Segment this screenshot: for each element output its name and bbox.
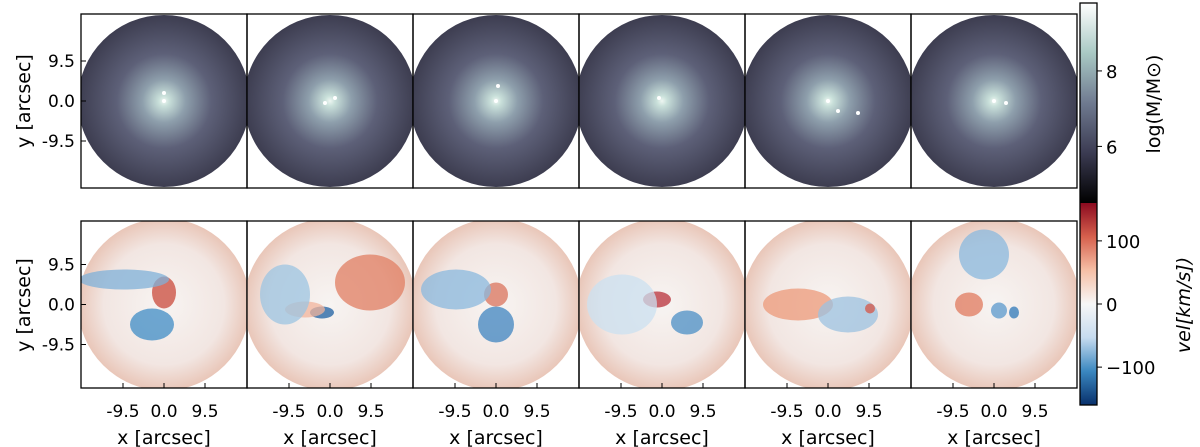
colorbar-mass	[1080, 3, 1097, 203]
bright-core	[1004, 101, 1008, 105]
velocity-feature	[818, 296, 878, 333]
panel-velocity-2: -9.5 0.0 9.5 x [arcsec]	[246, 220, 414, 447]
colorbar-label-mass: log(M/M⊙)	[1143, 55, 1165, 154]
panel-velocity-1: -9.5 0.0 9.5 x [arcsec] 9.5 0.0 -9.5	[42, 220, 248, 447]
y-tick-label: -9.5	[42, 132, 75, 152]
velocity-feature	[260, 264, 310, 325]
colorbar-mass-tick-label: 8	[1106, 62, 1117, 83]
bright-core	[494, 99, 498, 103]
y-tick-label: 9.5	[48, 52, 75, 72]
x-tick-label: -9.5	[438, 402, 471, 422]
velocity-feature	[865, 303, 875, 314]
panel-mass-2	[246, 13, 414, 189]
y-tick-label: -9.5	[42, 336, 75, 356]
bright-core	[162, 99, 166, 103]
panel-mass-6	[910, 13, 1078, 189]
colorbar-label-velocity: vel[km/s])	[1173, 257, 1195, 353]
bright-core	[333, 96, 337, 100]
panel-velocity-3: -9.5 0.0 9.5 x [arcsec]	[412, 220, 580, 447]
x-tick-label: 9.5	[191, 402, 218, 422]
bright-core	[657, 96, 661, 100]
ylabel-top: y [arcsec]	[13, 54, 35, 148]
x-tick-label: 9.5	[855, 402, 882, 422]
velocity-feature	[959, 229, 1009, 280]
colorbar-mass-tick-label: 6	[1106, 137, 1117, 158]
x-tick-label: 9.5	[523, 402, 550, 422]
colorbar-velocity-tick-label: 100	[1106, 232, 1140, 253]
panel-mass-3	[412, 13, 580, 189]
mass-map	[579, 15, 745, 187]
bright-core	[836, 109, 840, 113]
x-tick-label: 0.0	[150, 402, 177, 422]
x-axis-label: x [arcsec]	[947, 427, 1041, 447]
colorbar-velocity-tick-label: 0	[1106, 295, 1117, 316]
x-tick-label: 0.0	[814, 402, 841, 422]
bright-core	[992, 99, 996, 103]
panel-velocity-6: -9.5 0.0 9.5 x [arcsec]	[910, 220, 1078, 447]
panel-mass-5	[744, 13, 912, 189]
velocity-feature	[335, 254, 405, 311]
velocity-feature	[587, 274, 657, 335]
bright-core	[826, 99, 830, 103]
panel-velocity-5: -9.5 0.0 9.5 x [arcsec]	[744, 220, 912, 447]
x-tick-label: 9.5	[1021, 402, 1048, 422]
mass-map	[247, 15, 413, 187]
velocity-feature	[1009, 306, 1019, 319]
y-tick-label: 9.5	[48, 256, 75, 276]
panel-velocity-4: -9.5 0.0 9.5 x [arcsec]	[578, 220, 746, 447]
bright-core	[496, 84, 500, 88]
velocity-feature	[763, 288, 833, 321]
velocity-feature	[955, 292, 983, 317]
x-tick-label: -9.5	[272, 402, 305, 422]
colorbar-velocity-tick-label: −100	[1106, 358, 1155, 379]
velocity-feature	[671, 310, 703, 335]
panel-mass-1: 9.5 0.0 -9.5	[42, 13, 248, 189]
x-tick-label: 0.0	[980, 402, 1007, 422]
x-tick-label: -9.5	[106, 402, 139, 422]
x-tick-label: 0.0	[482, 402, 509, 422]
bright-core	[856, 111, 860, 115]
x-tick-label: 9.5	[689, 402, 716, 422]
x-tick-label: -9.5	[936, 402, 969, 422]
velocity-feature	[130, 308, 174, 341]
colorbar-velocity	[1080, 203, 1097, 405]
x-tick-label: 0.0	[316, 402, 343, 422]
velocity-feature	[478, 306, 514, 343]
colorbar-frame	[1079, 2, 1098, 406]
y-tick-label: 0.0	[48, 296, 75, 316]
x-tick-label: -9.5	[770, 402, 803, 422]
x-tick-label: -9.5	[604, 402, 637, 422]
bright-core	[162, 91, 166, 95]
velocity-feature	[991, 302, 1007, 319]
x-axis-label: x [arcsec]	[781, 427, 875, 447]
panel-frame	[910, 13, 1078, 189]
panel-mass-4	[578, 13, 746, 189]
x-tick-label: 9.5	[357, 402, 384, 422]
bright-core	[323, 101, 327, 105]
ylabel-bottom: y [arcsec]	[13, 258, 35, 352]
velocity-feature	[81, 269, 169, 290]
x-axis-label: x [arcsec]	[283, 427, 377, 447]
y-tick-label: 0.0	[48, 92, 75, 112]
x-axis-label: x [arcsec]	[449, 427, 543, 447]
x-axis-label: x [arcsec]	[615, 427, 709, 447]
x-tick-label: 0.0	[648, 402, 675, 422]
velocity-feature	[421, 269, 491, 310]
x-axis-label: x [arcsec]	[117, 427, 211, 447]
